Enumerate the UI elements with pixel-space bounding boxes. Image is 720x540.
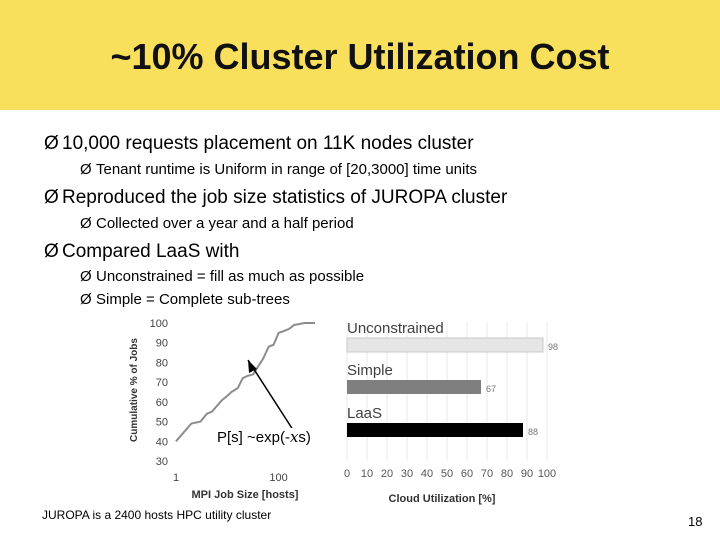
- bullet-arrow-icon: Ø: [80, 291, 92, 308]
- page-number: 18: [688, 514, 703, 529]
- bar-x-tick-label: 70: [481, 468, 493, 480]
- cloud-utilization-bar-chart: Unconstrained 98 Simple 67 LaaS 88 0 10 20 30 40 5…: [344, 320, 558, 505]
- sub-bullet-4: Ø Simple = Complete sub-trees: [80, 291, 290, 308]
- sub-bullet-2: Ø Collected over a year and a half period: [80, 215, 354, 232]
- bullet-text: Reproduced the job size statistics of JU…: [62, 187, 508, 208]
- cdf-y-tick-label: 70: [156, 377, 168, 389]
- bullet-text: Simple = Complete sub-trees: [96, 291, 290, 308]
- annotation-symbol: 𝑥: [289, 428, 299, 446]
- cdf-y-tick-label: 100: [150, 318, 168, 330]
- bullet-text: Compared LaaS with: [62, 241, 240, 262]
- bullet-text: Tenant runtime is Uniform in range of [2…: [96, 161, 478, 178]
- cdf-y-tick-label: 50: [156, 417, 168, 429]
- cdf-y-tick-label: 90: [156, 338, 168, 350]
- bar-x-tick-label: 40: [421, 468, 433, 480]
- title-band: [0, 0, 720, 110]
- sub-bullet-3: Ø Unconstrained = fill as much as possibl…: [80, 268, 364, 285]
- job-size-cdf-chart: 30 40 50 60 70 80 90 100 1 100 Cumulative % of J…: [129, 318, 315, 501]
- bar-x-axis-label: Cloud Utilization [%]: [389, 493, 496, 505]
- bullet-arrow-icon: Ø: [80, 161, 92, 178]
- bar-value-label: 98: [548, 342, 558, 352]
- cdf-y-tick-label: 60: [156, 397, 168, 409]
- bar-x-tick-label: 50: [441, 468, 453, 480]
- slide-title: ~10% Cluster Utilization Cost: [110, 36, 610, 77]
- cdf-y-tick-label: 80: [156, 357, 168, 369]
- cdf-x-axis-label: MPI Job Size [hosts]: [192, 489, 299, 501]
- bullet-text: Collected over a year and a half period: [96, 215, 354, 232]
- cdf-y-tick-label: 30: [156, 456, 168, 468]
- cdf-y-tick-label: 40: [156, 436, 168, 448]
- bullet-3: Ø Compared LaaS with: [44, 241, 239, 263]
- bar-x-tick-label: 30: [401, 468, 413, 480]
- bullet-arrow-icon: Ø: [80, 268, 92, 285]
- bar-unconstrained: [346, 337, 544, 353]
- bullet-2: Ø Reproduced the job size statistics of J…: [44, 187, 507, 209]
- bar-category-label: Unconstrained: [347, 320, 444, 337]
- bar-value-label: 67: [486, 384, 496, 394]
- bar-category-label: LaaS: [347, 405, 382, 422]
- bar-value-label: 88: [528, 427, 538, 437]
- bar-laas: [347, 423, 523, 437]
- bar-x-tick-label: 20: [381, 468, 393, 480]
- distribution-annotation: P[s] ~exp(-𝑥s): [217, 428, 311, 446]
- bullet-arrow-icon: Ø: [44, 241, 59, 262]
- bullet-text: Unconstrained = fill as much as possible: [96, 268, 365, 285]
- bar-x-tick-label: 60: [461, 468, 473, 480]
- bar-x-tick-label: 80: [501, 468, 513, 480]
- bar-x-tick-label: 10: [361, 468, 373, 480]
- bullet-arrow-icon: Ø: [44, 187, 59, 208]
- bar-category-label: Simple: [347, 362, 393, 379]
- footnote: JUROPA is a 2400 hosts HPC utility clust…: [42, 508, 272, 522]
- bullet-arrow-icon: Ø: [44, 133, 59, 154]
- bullet-text: 10,000 requests placement on 11K nodes c…: [62, 133, 474, 154]
- cdf-x-tick-label: 100: [269, 472, 287, 484]
- bar-simple: [347, 380, 481, 394]
- cdf-series-line: [175, 322, 315, 442]
- bullet-1: Ø 10,000 requests placement on 11K nodes …: [44, 133, 474, 155]
- bar-x-tick-label: 90: [521, 468, 533, 480]
- cdf-y-axis-label: Cumulative % of Jobs: [129, 338, 140, 442]
- bar-x-tick-label: 100: [538, 468, 556, 480]
- bar-x-tick-label: 0: [344, 468, 350, 480]
- sub-bullet-1: Ø Tenant runtime is Uniform in range of […: [80, 161, 477, 178]
- cdf-x-tick-label: 1: [173, 472, 179, 484]
- bullet-arrow-icon: Ø: [80, 215, 92, 232]
